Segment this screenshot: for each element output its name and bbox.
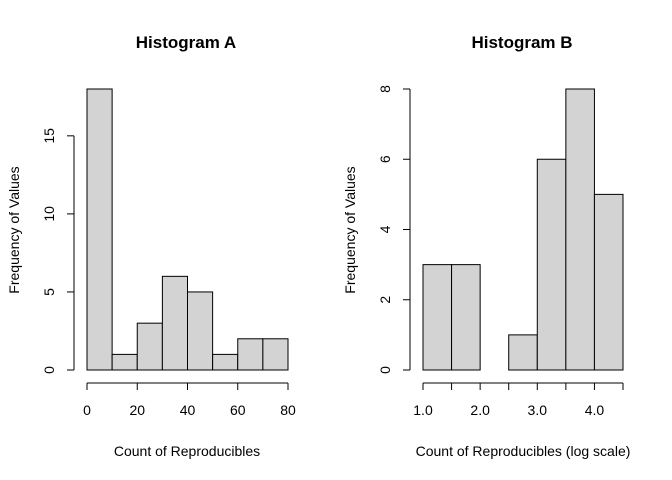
histogram-a-bar-7 [262,338,289,371]
histogram-b-bar-3 [508,334,538,371]
histogram-a-x-tick-label-2: 40 [180,402,196,418]
histogram-a-x-tick-label-3: 60 [230,402,246,418]
histogram-a-y-tick-label-1: 5 [41,288,57,296]
histogram-b-y-tick-label-1: 2 [377,296,393,304]
histogram-a-bar-3 [161,275,188,371]
histogram-a-bar-2 [136,322,163,371]
histogram-b-title: Histogram B [471,33,572,52]
histogram-a-bars [86,88,289,371]
histogram-b-y-axis-label: Frequency of Values [342,166,358,293]
histogram-a-panel: Histogram A 0 20 40 60 80 0 5 10 15 Count of Re… [6,33,296,459]
histogram-a-bar-5 [212,353,239,371]
histogram-a-y-tick-label-3: 15 [41,128,57,144]
histogram-a-x-tick-label-4: 80 [280,402,296,418]
histogram-b-x-tick-label-0: 1.0 [413,402,433,418]
histogram-b-x-axis-label: Count of Reproducibles (log scale) [416,443,631,459]
histogram-b-x-tick-label-6: 4.0 [585,402,605,418]
histogram-b-y-tick-label-4: 8 [377,85,393,93]
histogram-a-x-axis-label: Count of Reproducibles [114,443,260,459]
histogram-a-bar-6 [237,338,264,371]
histogram-a-y-tick-label-0: 0 [41,366,57,374]
histogram-b-y-tick-label-2: 4 [377,225,393,233]
histogram-a-bar-0 [86,88,113,371]
histogram-a-bar-4 [187,291,214,371]
histogram-b-bar-5 [565,88,595,371]
histogram-a-x-tick-label-0: 0 [83,402,91,418]
histogram-a-x-axis: 0 20 40 60 80 [83,382,296,418]
histogram-b-y-axis: 0 2 4 6 8 [377,85,411,374]
histogram-a-bar-1 [111,353,138,371]
histogram-b-y-tick-label-0: 0 [377,366,393,374]
histogram-b-bar-1 [451,264,481,371]
histogram-b-bar-0 [422,264,453,371]
histogram-b-x-tick-label-2: 2.0 [470,402,490,418]
histogram-a-y-axis: 0 5 10 15 [41,128,75,374]
histogram-b-y-tick-label-3: 6 [377,155,393,163]
histogram-a-y-axis-label: Frequency of Values [6,166,22,293]
histogram-b-bars [422,88,624,371]
histogram-b-x-tick-label-4: 3.0 [528,402,548,418]
histogram-b-bar-4 [536,158,567,371]
histogram-a-title: Histogram A [136,33,236,52]
histogram-b-bar-6 [593,193,624,371]
histogram-b-panel: Histogram B 1.0 2.0 3.0 4.0 0 2 4 6 8 Count of … [342,33,630,459]
histogram-a-x-tick-label-1: 20 [129,402,145,418]
histogram-b-x-axis: 1.0 2.0 3.0 4.0 [413,382,624,418]
histogram-a-y-tick-label-2: 10 [41,206,57,222]
